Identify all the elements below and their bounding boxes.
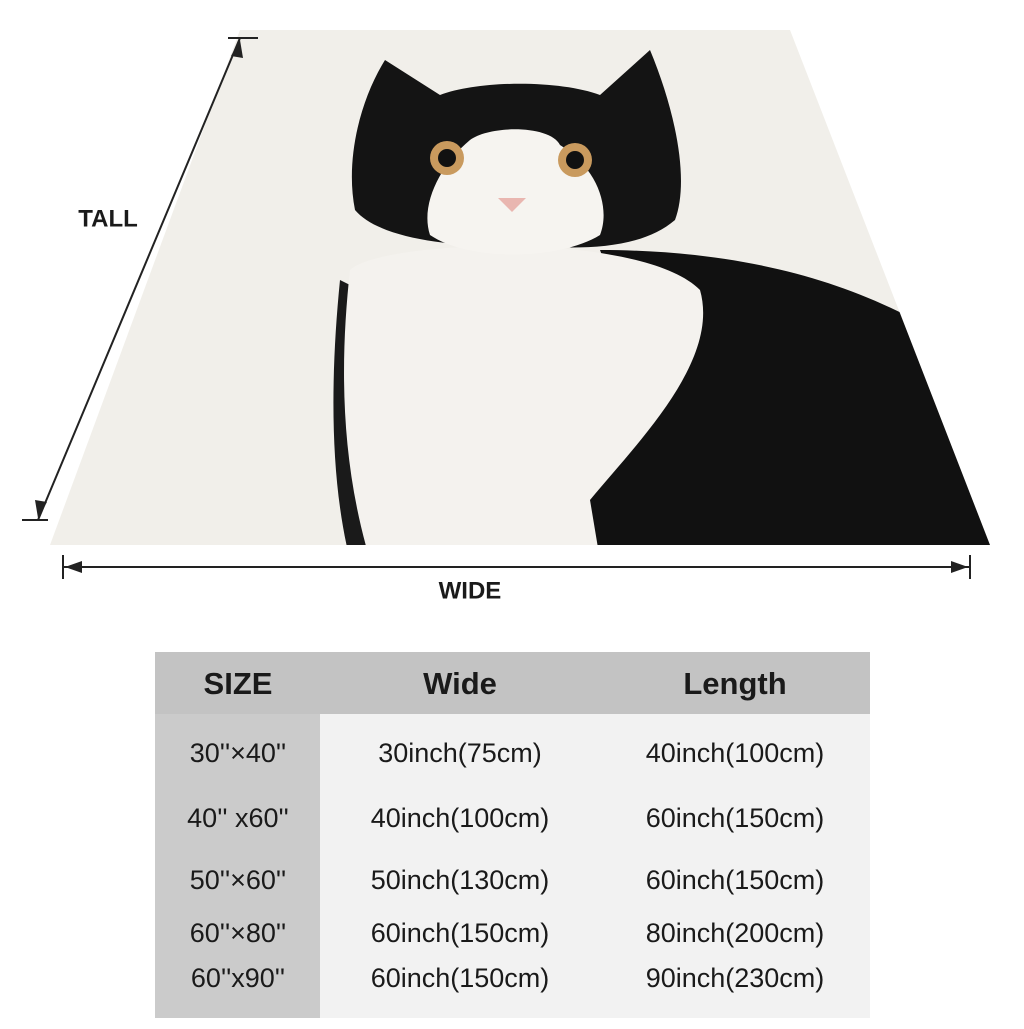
table-header xyxy=(155,652,870,714)
dimension-cell: 30inch(75cm) xyxy=(378,738,542,768)
size-cell: 30''×40'' xyxy=(190,738,286,768)
header-cell: Length xyxy=(683,666,786,701)
size-cell: 40'' x60'' xyxy=(187,803,289,833)
size-cell: 60''×80'' xyxy=(190,918,286,948)
header-cell: SIZE xyxy=(204,666,273,701)
wide-label: WIDE xyxy=(439,577,502,604)
dimension-cell: 90inch(230cm) xyxy=(646,963,825,993)
dimension-cell: 60inch(150cm) xyxy=(646,865,825,895)
dimension-cell: 60inch(150cm) xyxy=(646,803,825,833)
dimension-cell: 60inch(150cm) xyxy=(371,918,550,948)
wide-arrow xyxy=(62,555,971,579)
header-cell: Wide xyxy=(423,666,497,701)
dimension-cell: 40inch(100cm) xyxy=(371,803,550,833)
size-column xyxy=(155,714,320,1018)
tall-label: TALL xyxy=(78,205,138,232)
dimension-cell: 80inch(200cm) xyxy=(646,918,825,948)
size-cell: 60''x90'' xyxy=(191,963,285,993)
tall-arrow xyxy=(22,37,258,521)
size-table: SIZE Wide Length 30''×40'' 30inch(75cm) 40inc… xyxy=(155,652,870,1018)
blanket xyxy=(50,30,990,545)
size-cell: 50''×60'' xyxy=(190,865,286,895)
dimension-cell: 40inch(100cm) xyxy=(646,738,825,768)
dimension-cell: 50inch(130cm) xyxy=(371,865,550,895)
dimension-cell: 60inch(150cm) xyxy=(371,963,550,993)
